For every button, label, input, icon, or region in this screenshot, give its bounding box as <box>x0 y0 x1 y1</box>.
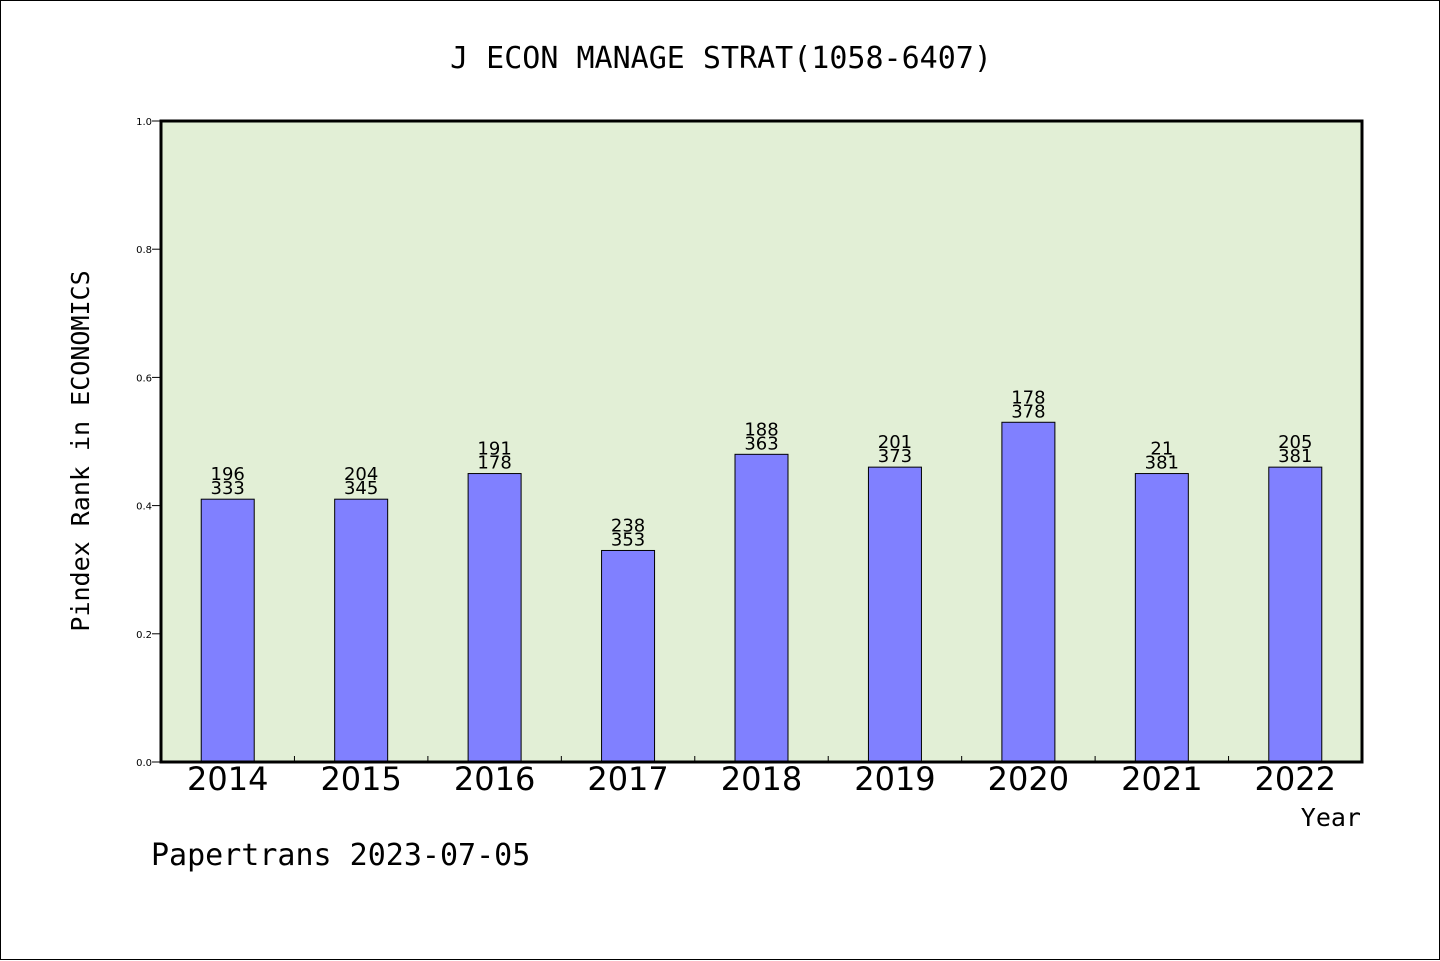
y-axis-label: Pindex Rank in ECONOMICS <box>66 270 95 631</box>
x-tick-label: 2017 <box>587 760 668 798</box>
x-tick-label: 2018 <box>721 760 802 798</box>
x-axis-label: Year <box>1301 803 1361 832</box>
data-label-top: 188 <box>744 419 778 440</box>
data-label-top: 178 <box>1011 387 1045 408</box>
y-tick-label: 0.0 <box>136 758 152 769</box>
data-label-bottom: 381 <box>1278 446 1312 467</box>
bar-2018 <box>734 453 789 763</box>
x-tick-label: 2016 <box>454 760 535 798</box>
y-tick-label: 0.4 <box>136 502 152 513</box>
chart-title: J ECON MANAGE STRAT(1058-6407) <box>450 41 992 76</box>
x-axis: 2014 2015 2016 2017 2018 2019 2020 2021 2022 <box>187 756 1336 798</box>
x-tick-label: 2015 <box>320 760 401 798</box>
x-tick-label: 2021 <box>1121 760 1202 798</box>
y-tick-label: 0.2 <box>136 630 152 641</box>
bar-2022 <box>1268 466 1323 763</box>
data-label-top: 191 <box>477 439 511 460</box>
y-tick-label: 0.8 <box>136 245 152 256</box>
data-label-bottom: 353 <box>611 529 645 550</box>
data-label-bottom: 381 <box>1145 453 1179 474</box>
data-label-bottom: 378 <box>1011 401 1045 422</box>
y-tick-label: 1.0 <box>136 117 152 128</box>
bar-2017 <box>601 549 656 763</box>
bar-2016 <box>467 473 522 763</box>
data-label-bottom: 373 <box>878 446 912 467</box>
data-label-top: 205 <box>1278 432 1312 453</box>
data-label-bottom: 178 <box>477 453 511 474</box>
data-label-top: 201 <box>878 432 912 453</box>
bar-2019 <box>867 466 922 763</box>
x-tick-label: 2020 <box>988 760 1069 798</box>
bar-2021 <box>1134 473 1189 763</box>
data-label-bottom: 363 <box>744 433 778 454</box>
x-tick-label: 2014 <box>187 760 268 798</box>
data-label-top: 204 <box>344 464 378 485</box>
y-axis: 0.0 0.2 0.4 0.6 0.8 1.0 <box>136 117 161 769</box>
plot-border <box>159 119 1364 764</box>
bar-2015 <box>334 498 389 763</box>
data-label-bottom: 345 <box>344 478 378 499</box>
footer-credit: Papertrans 2023-07-05 <box>151 838 530 873</box>
data-label-bottom: 333 <box>211 478 245 499</box>
data-label-top: 238 <box>611 515 645 536</box>
x-tick-label: 2019 <box>854 760 935 798</box>
bar-2014 <box>200 498 255 763</box>
y-tick-label: 0.6 <box>136 373 152 384</box>
data-label-top: 196 <box>211 464 245 485</box>
x-tick-label: 2022 <box>1255 760 1336 798</box>
bar-2020 <box>1001 421 1056 763</box>
data-label-top: 21 <box>1150 439 1173 460</box>
